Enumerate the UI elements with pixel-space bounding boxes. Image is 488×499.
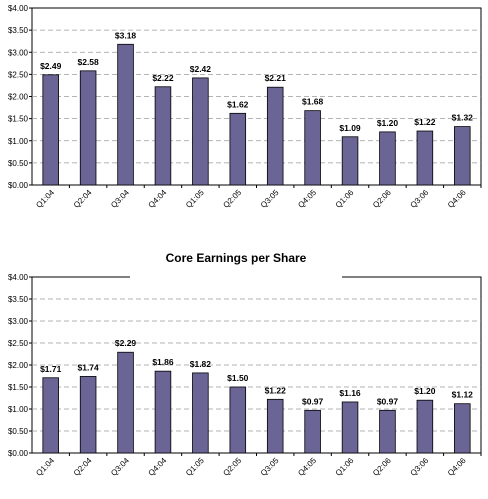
x-tick-label: Q1:04	[34, 188, 56, 210]
data-label: $1.71	[40, 364, 62, 374]
x-tick-label: Q1:04	[34, 456, 56, 478]
bar	[229, 386, 247, 454]
bar	[266, 86, 284, 186]
chart-bottom: $0.00 $0.50 $1.00 $1.50 $2.00 $2.50 $3.00 $3.50…	[8, 273, 482, 478]
data-label: $1.22	[265, 385, 287, 395]
data-label: $2.21	[265, 73, 287, 83]
x-tick-label: Q3:05	[259, 188, 281, 210]
data-label: $1.82	[190, 359, 212, 369]
y-tick-label: $1.50	[8, 115, 29, 124]
bar	[341, 401, 359, 454]
y-tick-label: $3.00	[8, 48, 29, 57]
y-tick-label: $4.00	[8, 4, 29, 13]
y-tick-label: $3.50	[8, 26, 29, 35]
x-tick-label: Q1:05	[184, 188, 206, 210]
x-tick-label: Q3:05	[259, 456, 281, 478]
bar	[229, 112, 247, 186]
y-tick-label: $1.50	[8, 383, 29, 392]
x-tick-label: Q3:06	[409, 188, 431, 210]
x-tick-label: Q2:04	[72, 188, 94, 210]
data-label: $3.18	[115, 30, 137, 40]
y-tick-label: $2.00	[8, 93, 29, 102]
y-tick-label: $1.00	[8, 137, 29, 146]
bar	[154, 370, 172, 454]
data-label: $1.09	[339, 123, 361, 133]
data-label: $1.50	[227, 373, 249, 383]
y-tick-label: $2.50	[8, 70, 29, 79]
data-label: $2.42	[190, 64, 212, 74]
data-label: $2.49	[40, 61, 62, 71]
bar	[192, 372, 209, 454]
bar	[117, 351, 134, 454]
x-tick-label: Q2:05	[221, 188, 243, 210]
bar	[192, 77, 209, 186]
data-label: $1.62	[227, 99, 249, 109]
data-label: $1.74	[77, 362, 99, 372]
data-label: $1.20	[377, 118, 399, 128]
bar	[341, 136, 359, 186]
data-label: $1.86	[152, 357, 174, 367]
y-tick-label: $0.50	[8, 159, 29, 168]
bar	[379, 131, 396, 186]
chart-title: Core Earnings per Share	[166, 251, 307, 265]
x-tick-label: Q2:06	[371, 188, 393, 210]
y-tick-label: $1.00	[8, 405, 29, 414]
data-label: $1.20	[414, 386, 436, 396]
x-tick-label: Q1:06	[334, 456, 356, 478]
data-label: $0.97	[377, 396, 399, 406]
x-tick-label: Q4:05	[296, 456, 318, 478]
data-label: $1.16	[339, 388, 361, 398]
bar	[266, 398, 284, 454]
bar	[79, 70, 97, 186]
x-tick-label: Q4:04	[147, 188, 169, 210]
data-label: $0.97	[302, 396, 324, 406]
bar	[79, 376, 97, 454]
bar	[454, 126, 471, 186]
data-label: $2.29	[115, 338, 137, 348]
data-label: $1.12	[452, 390, 474, 400]
y-tick-label: $2.50	[8, 339, 29, 348]
data-label: $1.68	[302, 97, 324, 107]
x-tick-label: Q3:04	[109, 188, 131, 210]
bar	[379, 409, 396, 454]
bar	[42, 74, 59, 186]
y-tick-label: $2.00	[8, 361, 29, 370]
x-tick-label: Q2:06	[371, 456, 393, 478]
data-label: $1.32	[452, 113, 474, 123]
bar	[304, 110, 321, 186]
bar	[42, 377, 59, 454]
x-tick-label: Q3:06	[409, 456, 431, 478]
y-tick-label: $3.50	[8, 295, 29, 304]
x-tick-label: Q3:04	[109, 456, 131, 478]
bar	[117, 43, 134, 186]
bar	[454, 403, 471, 454]
x-tick-label: Q2:04	[72, 456, 94, 478]
y-tick-label: $0.50	[8, 427, 29, 436]
chart-top: $0.00 $0.50 $1.00 $1.50 $2.00 $2.50 $3.00 $3.50…	[8, 4, 482, 210]
bar	[416, 399, 434, 454]
bar	[154, 86, 172, 186]
bar	[304, 409, 321, 454]
x-tick-label: Q1:05	[184, 456, 206, 478]
data-label: $2.22	[152, 73, 174, 83]
y-tick-label: $0.00	[8, 181, 29, 190]
title-gap	[130, 275, 342, 279]
x-tick-label: Q4:06	[446, 188, 468, 210]
x-tick-label: Q1:06	[334, 188, 356, 210]
data-label: $1.22	[414, 117, 436, 127]
bar	[416, 130, 434, 186]
x-tick-label: Q4:06	[446, 456, 468, 478]
x-tick-label: Q2:05	[221, 456, 243, 478]
y-tick-label: $4.00	[8, 273, 29, 282]
data-label: $2.58	[77, 57, 99, 67]
y-tick-label: $3.00	[8, 317, 29, 326]
x-tick-label: Q4:05	[296, 188, 318, 210]
x-tick-label: Q4:04	[147, 456, 169, 478]
y-tick-label: $0.00	[8, 449, 29, 458]
